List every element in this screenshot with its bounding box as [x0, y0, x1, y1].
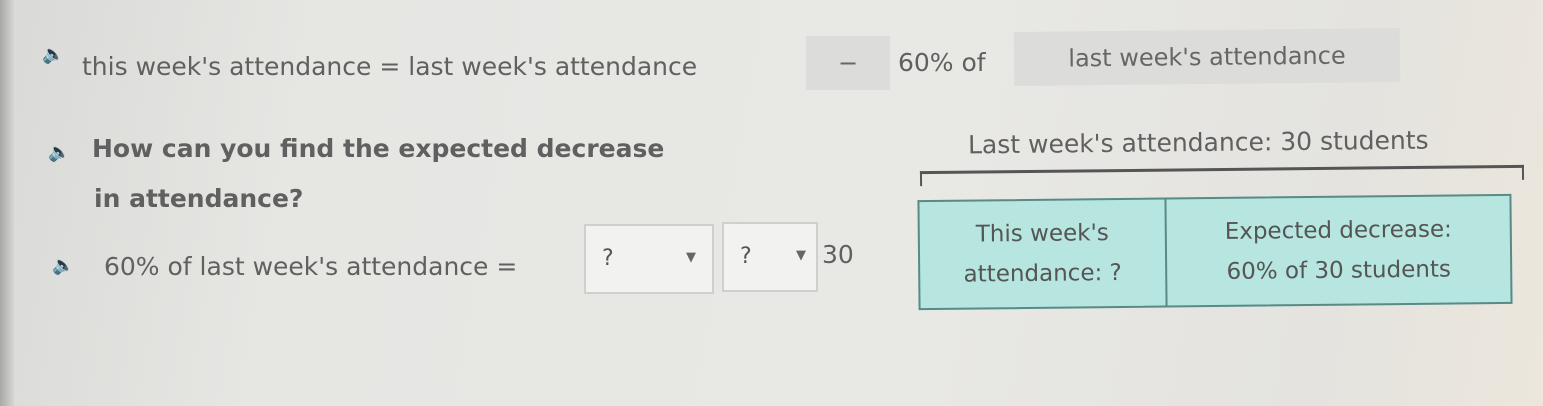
- last-week-tile[interactable]: last week's attendance: [1013, 27, 1401, 87]
- answer-value: 30: [822, 240, 854, 269]
- expected-decrease-cell: Expected decrease: 60% of 30 students: [1166, 196, 1510, 306]
- tape-diagram: This week's attendance: ? Expected decre…: [917, 193, 1513, 311]
- question-line1: How can you find the expected decrease: [92, 134, 665, 163]
- cell-text: This week's: [975, 220, 1109, 248]
- cell-text: attendance: ?: [963, 259, 1122, 288]
- cell-text: Expected decrease:: [1224, 216, 1452, 245]
- speaker-icon[interactable]: 🔈: [52, 255, 75, 276]
- dropdown-1[interactable]: ? ▼: [584, 224, 714, 294]
- speaker-icon[interactable]: 🔈: [42, 44, 65, 65]
- chevron-down-icon: ▼: [796, 248, 806, 263]
- operator-tile[interactable]: −: [806, 36, 890, 90]
- total-label: Last week's attendance: 30 students: [967, 125, 1429, 160]
- equation-left: this week's attendance = last week's att…: [82, 52, 698, 81]
- chevron-down-icon: ▼: [686, 250, 696, 265]
- question-line2: in attendance?: [94, 184, 304, 213]
- cell-text: 60% of 30 students: [1226, 256, 1452, 285]
- dropdown-2[interactable]: ? ▼: [722, 222, 818, 292]
- screen-edge: [0, 0, 14, 406]
- this-week-cell: This week's attendance: ?: [919, 199, 1168, 309]
- equation-middle: 60% of: [898, 48, 986, 77]
- total-bracket: [919, 164, 1525, 187]
- dropdown-value: ?: [740, 244, 752, 269]
- speaker-icon[interactable]: 🔈: [48, 142, 71, 163]
- dropdown-value: ?: [602, 246, 614, 271]
- answer-label: 60% of last week's attendance =: [104, 252, 518, 281]
